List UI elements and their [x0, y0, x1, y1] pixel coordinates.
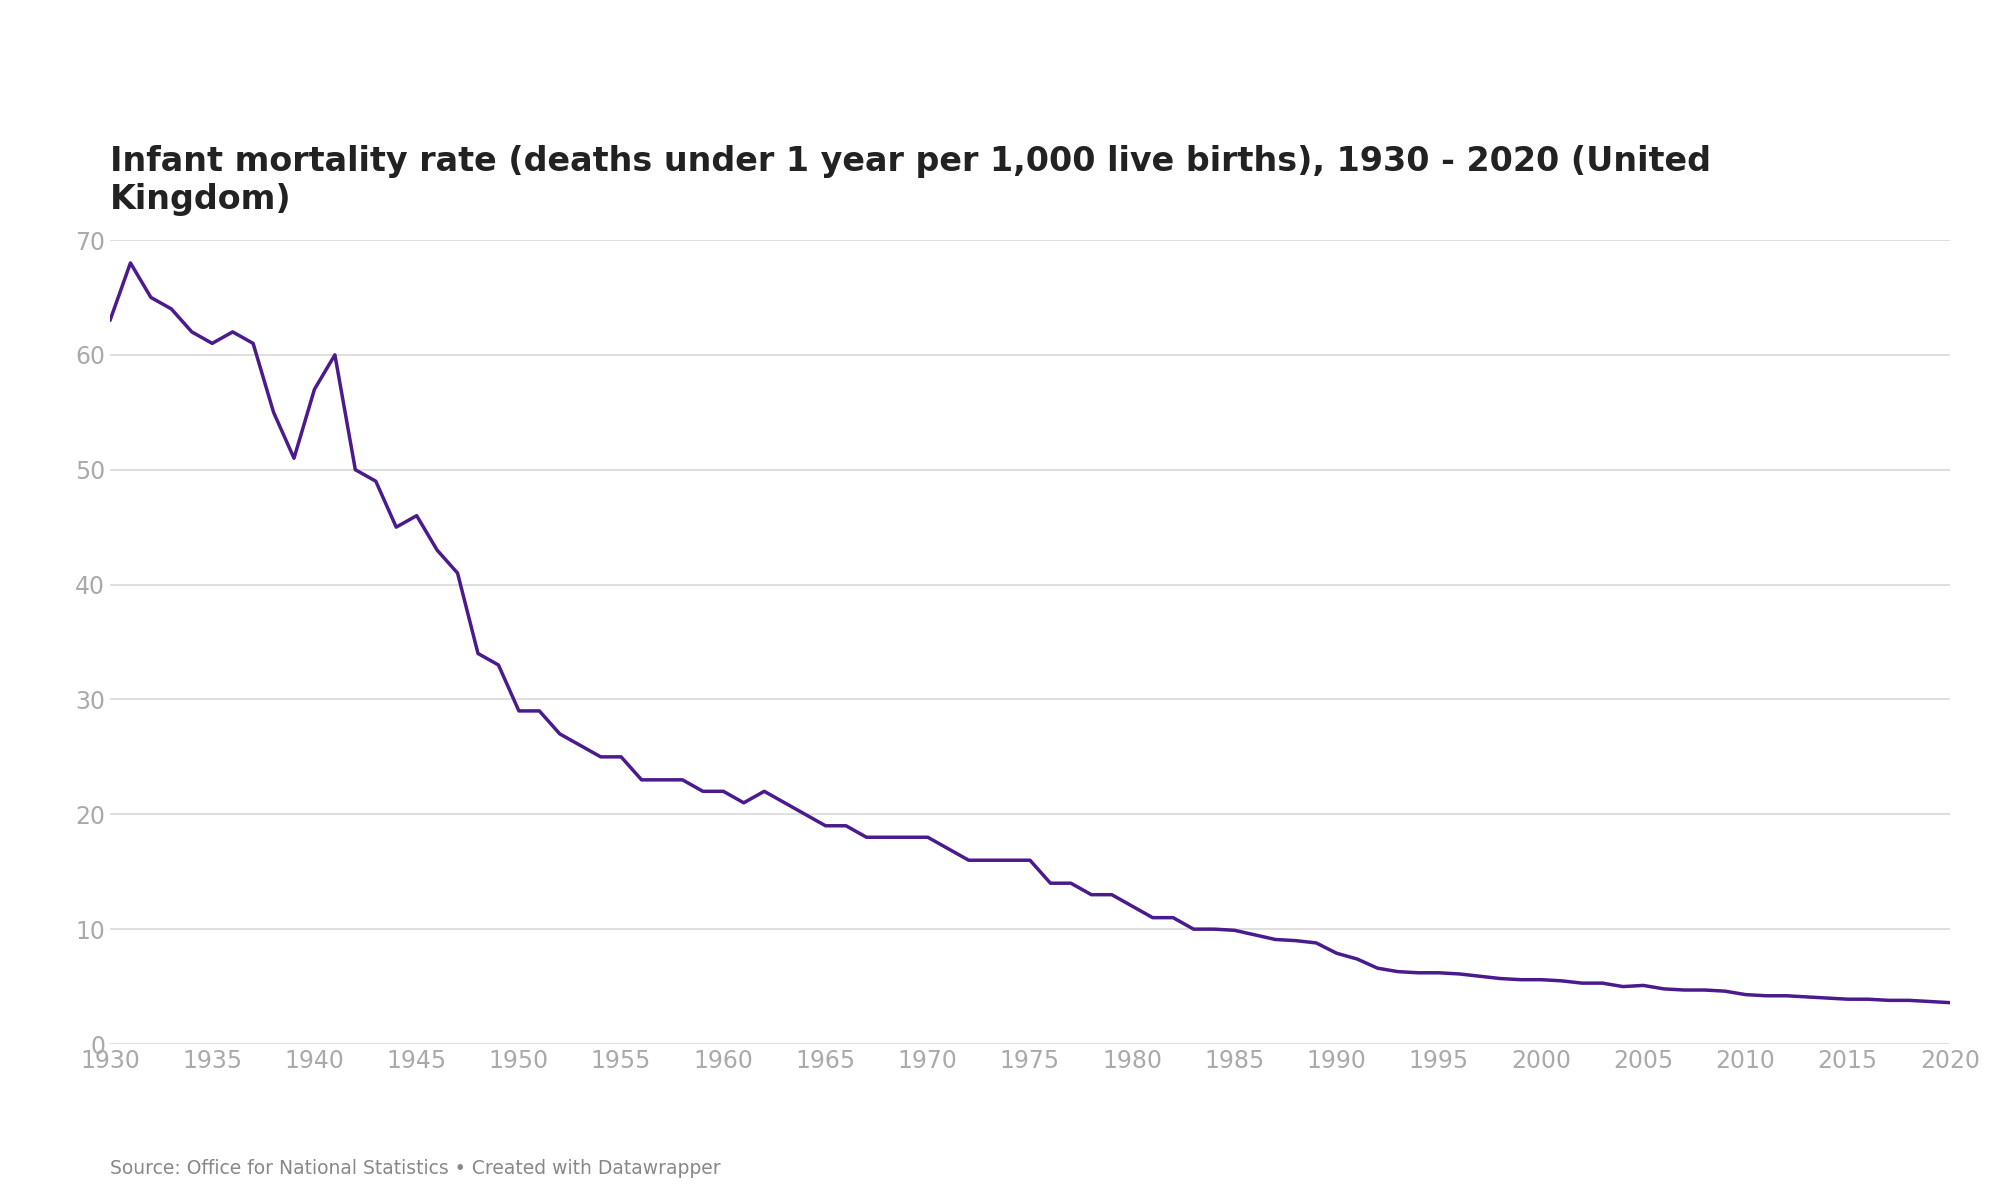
Text: Source: Office for National Statistics • Created with Datawrapper: Source: Office for National Statistics •… — [110, 1159, 720, 1178]
Text: Infant mortality rate (deaths under 1 year per 1,000 live births), 1930 - 2020 (: Infant mortality rate (deaths under 1 ye… — [110, 145, 1712, 216]
